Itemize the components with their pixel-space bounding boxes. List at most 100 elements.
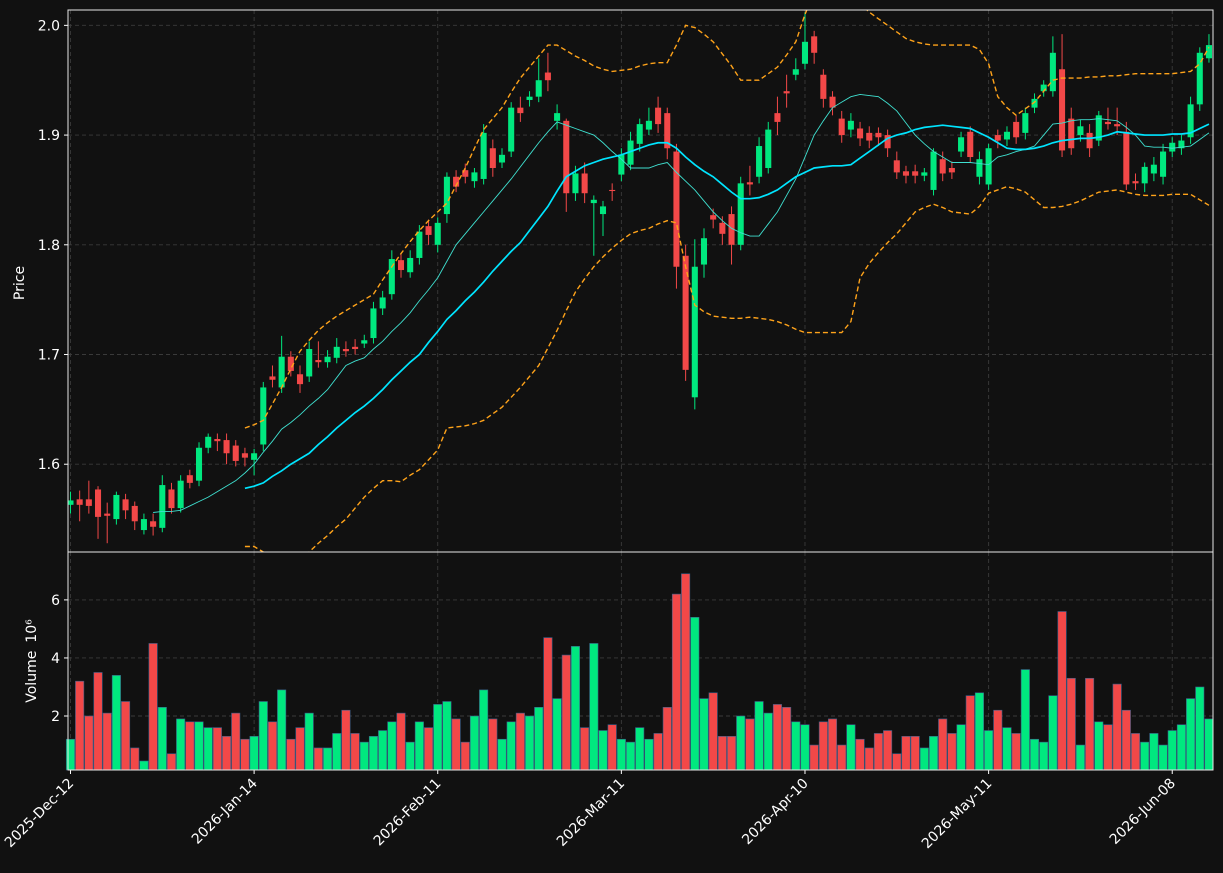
candle-body xyxy=(76,499,83,505)
volume-bar xyxy=(258,701,268,771)
candle-body xyxy=(122,499,129,511)
candle-body xyxy=(884,135,891,149)
candle-body xyxy=(673,151,680,267)
candle-body xyxy=(104,513,111,516)
volume-bar xyxy=(387,721,397,771)
volume-bar xyxy=(1158,744,1168,771)
candle-body xyxy=(397,260,405,271)
volume-bar xyxy=(313,747,323,771)
volume-bar xyxy=(323,747,333,771)
candle-body xyxy=(829,96,836,108)
volume-frame xyxy=(67,551,1214,771)
volume-bar xyxy=(782,706,792,771)
candle-body xyxy=(453,176,460,187)
candle-body xyxy=(1123,131,1130,185)
candle-body xyxy=(820,74,827,99)
volume-bar xyxy=(139,760,149,771)
volume-bar xyxy=(506,721,516,771)
indicator-line xyxy=(244,123,1210,490)
candle-body xyxy=(599,206,607,215)
volume-bar xyxy=(671,593,681,771)
volume-bar xyxy=(938,718,948,771)
candle-body xyxy=(939,159,946,174)
candle-body xyxy=(333,346,340,358)
volume-bar xyxy=(763,712,773,771)
candle-body xyxy=(1187,104,1194,138)
volume-bar xyxy=(616,738,626,771)
y-tick-label: 2 xyxy=(51,709,60,725)
volume-bar xyxy=(855,738,865,771)
y-tick-label: 6 xyxy=(51,593,60,609)
candle-body xyxy=(737,183,744,245)
y-tick-label: 1.7 xyxy=(38,348,60,364)
volume-bar xyxy=(570,646,580,771)
grid xyxy=(68,10,1213,770)
candle-body xyxy=(1013,121,1020,138)
candle-body xyxy=(324,356,331,363)
candle-body xyxy=(921,172,928,176)
candle-body xyxy=(554,113,561,121)
candle-body xyxy=(627,140,634,165)
volume-bar xyxy=(1011,733,1021,771)
candle-body xyxy=(296,374,304,385)
candle-body xyxy=(636,124,643,144)
candle-body xyxy=(847,120,854,130)
volume-bar xyxy=(828,718,838,771)
candle-body xyxy=(177,480,184,509)
volume-bar xyxy=(249,736,259,771)
volume-bar xyxy=(910,736,920,771)
candle-body xyxy=(342,349,349,352)
volume-bar xyxy=(405,741,415,771)
candle-body xyxy=(985,148,992,185)
candle-body xyxy=(746,182,753,185)
volume-bar xyxy=(662,706,672,771)
candle-body xyxy=(434,222,441,245)
indicator-line xyxy=(244,10,1210,429)
candle-body xyxy=(801,41,809,64)
candle-body xyxy=(912,171,919,176)
volume-bar xyxy=(984,730,994,771)
candle-body xyxy=(159,485,166,528)
volume-bar xyxy=(818,721,828,771)
volume-bar xyxy=(93,672,103,771)
candle-body xyxy=(471,172,478,182)
volume-bar xyxy=(1121,709,1131,771)
volume-bar xyxy=(451,718,461,771)
candle-body xyxy=(1049,52,1056,92)
volume-bar xyxy=(791,721,801,771)
candle-body xyxy=(572,173,579,194)
volume-bar xyxy=(901,736,911,771)
candle-body xyxy=(508,107,515,152)
volume-bar xyxy=(690,617,700,771)
volume-bar xyxy=(736,715,746,771)
candle-body xyxy=(664,113,671,149)
volume-bar xyxy=(442,701,452,771)
candle-body xyxy=(976,159,983,177)
candle-body xyxy=(443,176,450,215)
volume-bar xyxy=(681,573,691,771)
volume-bar xyxy=(717,736,727,771)
candle-body xyxy=(535,80,542,97)
volume-bar xyxy=(864,747,874,771)
volume-bar xyxy=(965,695,975,771)
volume-bar xyxy=(1094,721,1104,771)
volume-bar xyxy=(561,654,571,771)
candle-body xyxy=(728,214,735,245)
candle-body xyxy=(1095,115,1102,141)
indicator-line xyxy=(244,185,1210,552)
volume-bar xyxy=(1167,730,1177,771)
candle-body xyxy=(655,107,662,125)
candle-body xyxy=(186,475,193,483)
volume-bar xyxy=(497,738,507,771)
volume-bar xyxy=(84,715,94,771)
price-panel xyxy=(68,10,1212,552)
candle-body xyxy=(1141,166,1148,184)
volume-bar xyxy=(286,738,296,771)
candle-body xyxy=(214,438,221,442)
volume-bar xyxy=(469,715,479,771)
candle-body xyxy=(1169,142,1176,152)
volume-bar xyxy=(1130,733,1141,771)
volume-bar xyxy=(883,730,893,771)
candle-body xyxy=(691,266,698,398)
